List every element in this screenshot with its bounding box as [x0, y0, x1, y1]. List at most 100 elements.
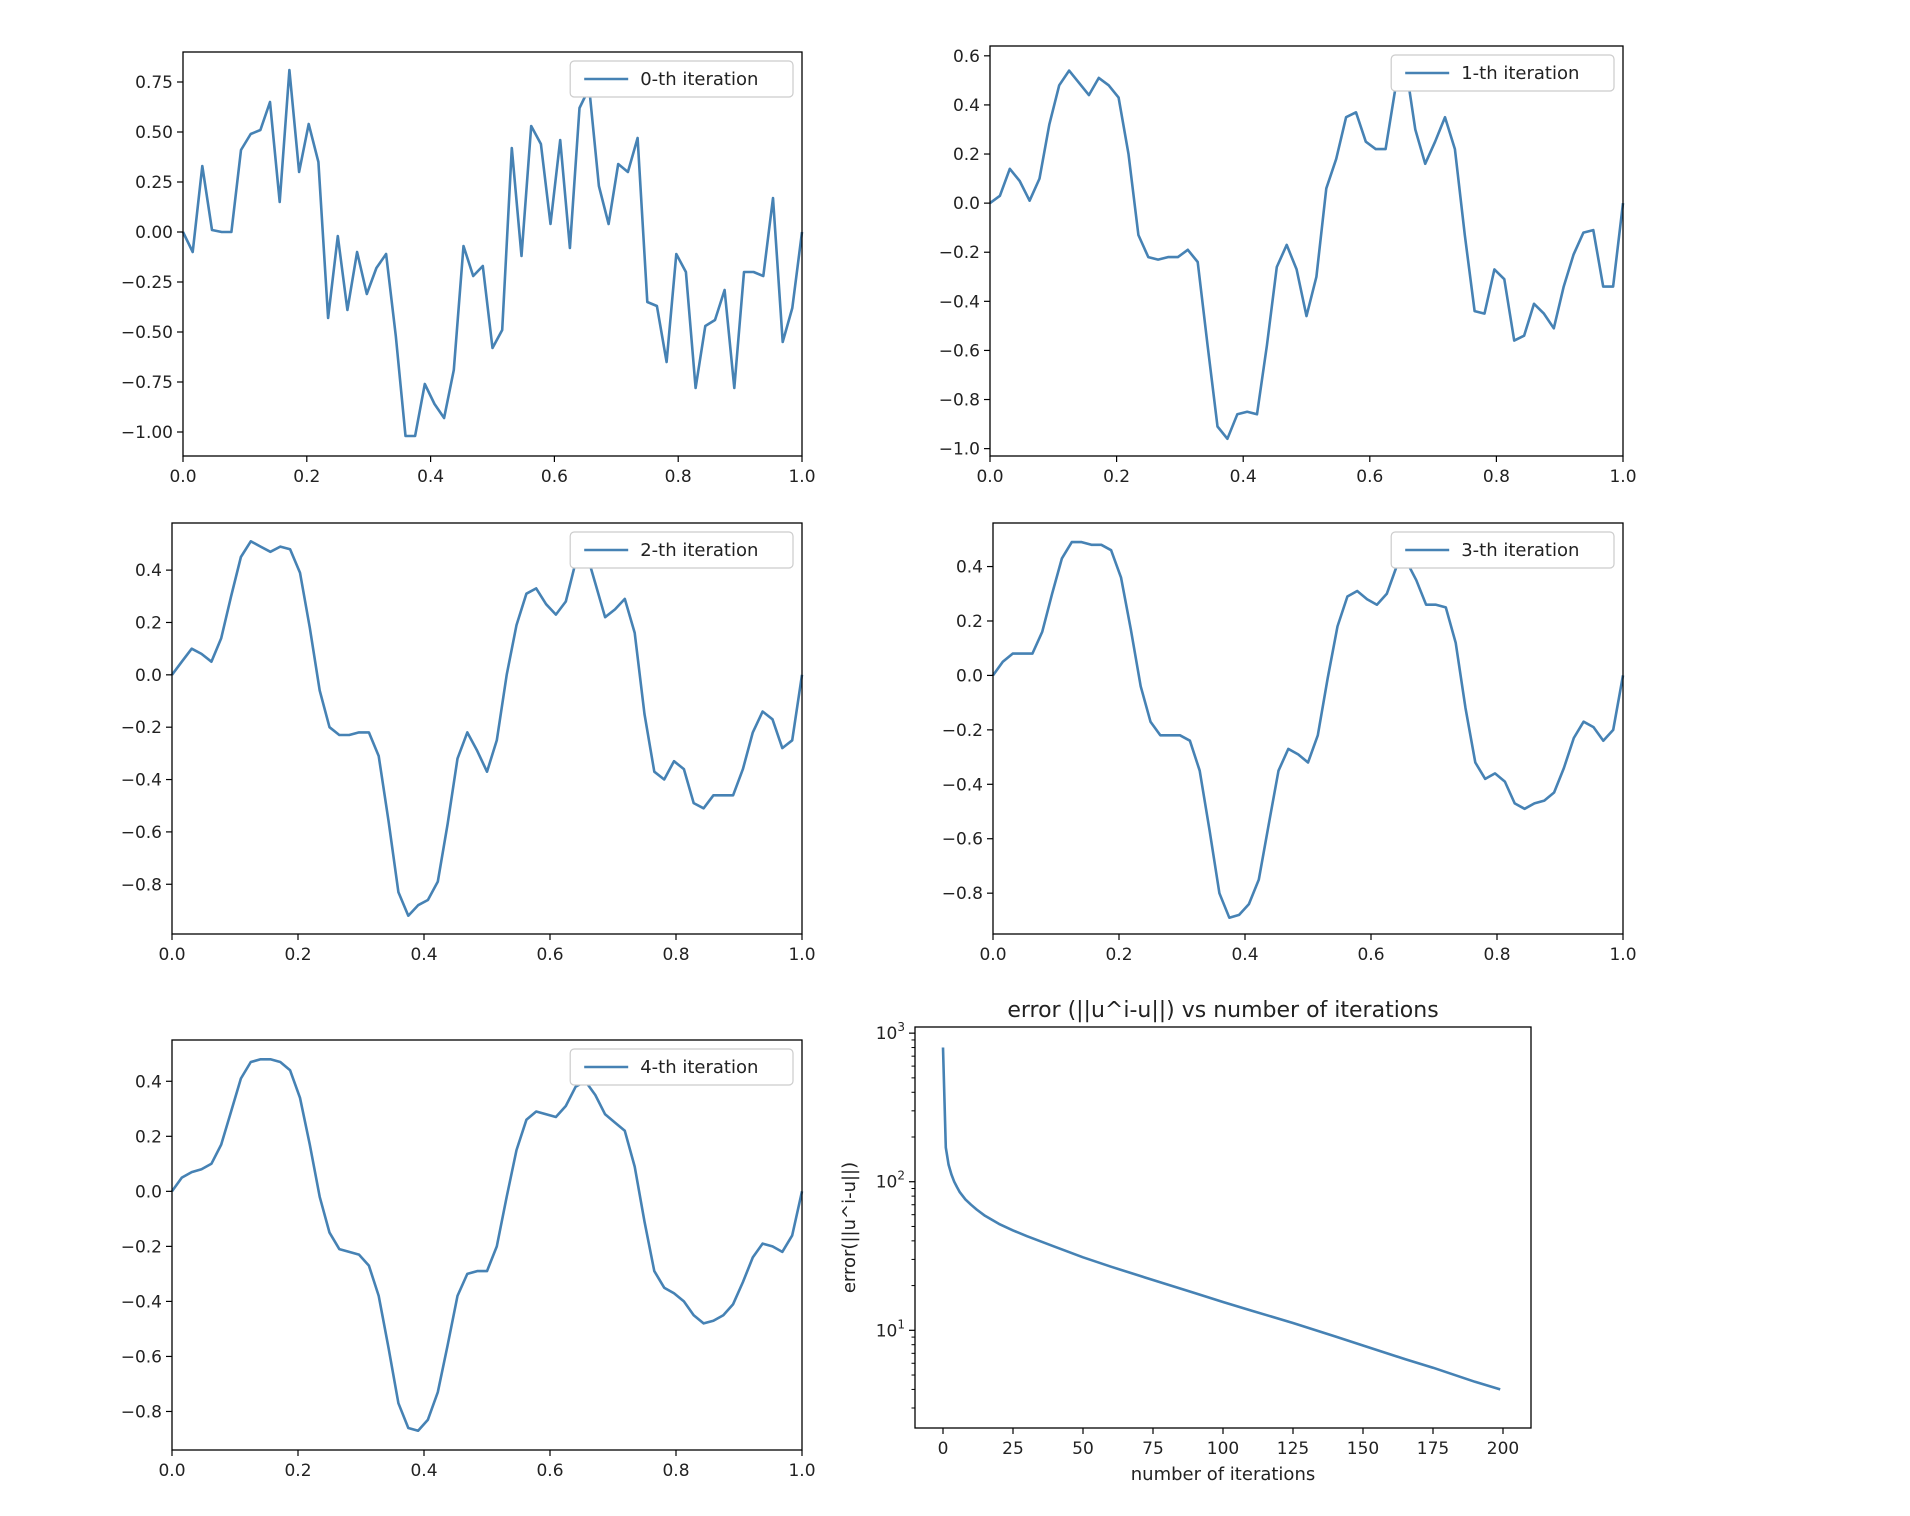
x-tick-label: 0.2: [293, 467, 320, 487]
x-tick-label: 0.2: [284, 1461, 311, 1481]
x-tick-label: 1.0: [788, 467, 815, 487]
y-tick-label: 102: [876, 1169, 905, 1193]
y-tick-label: 0.6: [953, 47, 980, 67]
axes-frame: [182, 51, 803, 457]
legend-box: [1390, 54, 1615, 92]
y-tick-label: 101: [876, 1317, 905, 1341]
legend-box: [569, 531, 794, 569]
x-tick-label: 0.0: [979, 945, 1006, 965]
y-tick-label: −0.6: [121, 823, 162, 843]
x-tick-label: 0.0: [158, 945, 185, 965]
y-tick-label: −0.25: [121, 273, 173, 293]
y-tick-label: −0.4: [121, 1292, 162, 1312]
y-tick-label: −0.75: [121, 373, 173, 393]
y-tick-label: 0.0: [953, 194, 980, 214]
subplot-0: 0.0 0.2 0.4 0.6 0.8 1.0 −1.00 −0.75 −0.50 −0.25 0.…: [121, 51, 816, 487]
x-tick-label: 0.4: [410, 945, 437, 965]
series-line-0: [941, 1047, 1501, 1391]
x-tick-label: 0.8: [662, 1461, 689, 1481]
y-tick-label: −0.4: [939, 292, 980, 312]
y-tick-exponent: 3: [897, 1020, 905, 1034]
series-line-0: [170, 539, 804, 918]
y-tick-label: 0.4: [953, 96, 980, 116]
y-tick-label: −0.6: [942, 830, 983, 850]
x-tick-label: 0.8: [662, 945, 689, 965]
x-tick-label: 0.6: [541, 467, 568, 487]
x-tick-label: 0.6: [536, 1461, 563, 1481]
y-tick-label: 0.0: [956, 666, 983, 686]
x-tick-label: 100: [1207, 1439, 1239, 1459]
legend-label: 0-th iteration: [640, 69, 758, 90]
x-tick-label: 0.6: [1356, 467, 1383, 487]
y-tick-base: 10: [876, 1321, 898, 1341]
legend-label: 3-th iteration: [1461, 540, 1579, 561]
y-tick-label: 0.2: [135, 613, 162, 633]
x-tick-label: 75: [1142, 1439, 1164, 1459]
x-tick-label: 0.2: [1105, 945, 1132, 965]
x-tick-label: 0.6: [1357, 945, 1384, 965]
y-tick-label: 0.75: [135, 73, 173, 93]
legend-label: 2-th iteration: [640, 540, 758, 561]
x-tick-label: 50: [1072, 1439, 1094, 1459]
y-tick-label: 0.4: [135, 561, 162, 581]
axes-frame: [989, 45, 1624, 457]
axes-frame: [171, 522, 803, 935]
x-tick-label: 0.6: [536, 945, 563, 965]
legend-label: 1-th iteration: [1461, 63, 1579, 84]
y-tick-exponent: 2: [897, 1169, 905, 1183]
x-tick-label: 0.4: [417, 467, 444, 487]
x-tick-label: 0.4: [1231, 945, 1258, 965]
y-tick-label: −0.2: [121, 1237, 162, 1257]
x-tick-label: 0.0: [169, 467, 196, 487]
subplot-1: 0.0 0.2 0.4 0.6 0.8 1.0 −1.0 −0.8 −0.6 −0.4 −0.2 0.…: [939, 45, 1637, 487]
y-tick-exponent: 1: [897, 1317, 905, 1331]
y-axis-title: error(||u^i-u||): [839, 1162, 860, 1293]
x-tick-label: 125: [1277, 1439, 1309, 1459]
y-tick-label: −0.2: [942, 721, 983, 741]
axes-frame: [992, 522, 1624, 935]
x-tick-label: 175: [1417, 1439, 1449, 1459]
x-tick-label: 25: [1002, 1439, 1024, 1459]
y-tick-label: −0.4: [942, 775, 983, 795]
y-tick-label: −1.0: [939, 440, 980, 460]
x-tick-label: 200: [1487, 1439, 1519, 1459]
y-tick-label: −0.2: [121, 718, 162, 738]
x-tick-label: 0.2: [1103, 467, 1130, 487]
x-tick-label: 0.2: [284, 945, 311, 965]
x-tick-label: 0.0: [976, 467, 1003, 487]
y-tick-label: 0.25: [135, 173, 173, 193]
y-tick-label: −0.4: [121, 771, 162, 791]
y-tick-label: −1.00: [121, 423, 173, 443]
x-tick-label: 150: [1347, 1439, 1379, 1459]
y-tick-base: 10: [876, 1173, 898, 1193]
y-tick-label: 0.2: [953, 145, 980, 165]
y-tick-label: 103: [876, 1020, 905, 1044]
x-axis-title: number of iterations: [1131, 1464, 1315, 1485]
y-tick-label: −0.8: [939, 391, 980, 411]
subplot-3: 0.0 0.2 0.4 0.6 0.8 1.0 −0.8 −0.6 −0.4 −0.2 0.0 0.2…: [942, 522, 1637, 965]
y-tick-label: 0.4: [956, 558, 983, 578]
y-tick-label: −0.2: [939, 243, 980, 263]
y-tick-label: 0.2: [135, 1127, 162, 1147]
x-tick-label: 0.4: [410, 1461, 437, 1481]
y-tick-label: 0.00: [135, 223, 173, 243]
y-tick-label: 0.50: [135, 123, 173, 143]
x-tick-label: 0: [938, 1439, 949, 1459]
x-tick-label: 0.8: [665, 467, 692, 487]
y-tick-label: 0.0: [135, 1182, 162, 1202]
series-line-0: [989, 61, 1625, 441]
y-tick-label: −0.6: [121, 1347, 162, 1367]
x-tick-label: 0.4: [1230, 467, 1257, 487]
y-tick-base: 10: [876, 1024, 898, 1044]
x-tick-label: 1.0: [1609, 467, 1636, 487]
x-tick-label: 1.0: [1609, 945, 1636, 965]
legend-box: [569, 1048, 794, 1086]
series-line-0: [991, 540, 1625, 920]
x-tick-label: 0.0: [158, 1461, 185, 1481]
legend-box: [569, 60, 794, 98]
x-tick-label: 0.8: [1483, 945, 1510, 965]
y-tick-label: 0.2: [956, 612, 983, 632]
axes-frame: [171, 1039, 803, 1451]
